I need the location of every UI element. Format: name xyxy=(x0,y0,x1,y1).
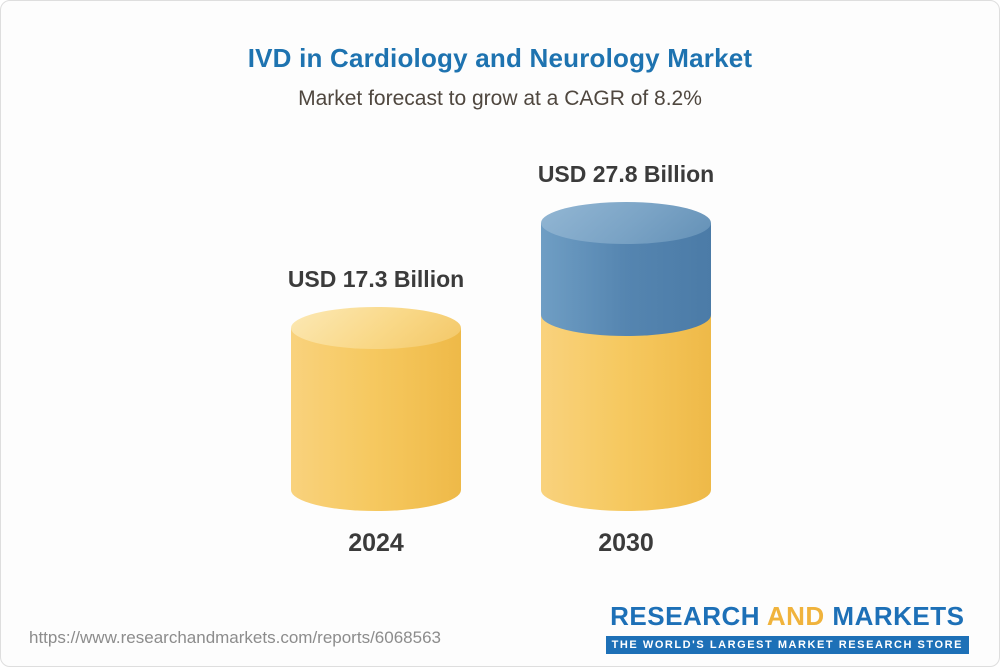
cylinder-2024-top xyxy=(291,307,461,349)
logo-wordmark: RESEARCH AND MARKETS xyxy=(606,601,969,632)
cylinder-bar-2030 xyxy=(541,202,711,511)
chart-title: IVD in Cardiology and Neurology Market xyxy=(247,43,753,73)
axis-label-2024: 2024 xyxy=(348,529,404,557)
source-url: https://www.researchandmarkets.com/repor… xyxy=(29,628,441,647)
value-label-2030: USD 27.8 Billion xyxy=(537,161,715,187)
logo-word-markets: MARKETS xyxy=(832,601,965,631)
logo-word-research: RESEARCH xyxy=(610,601,761,631)
logo-tagline: THE WORLD'S LARGEST MARKET RESEARCH STOR… xyxy=(605,636,969,654)
cylinder-2030-top xyxy=(541,202,711,244)
bar-group-2024: USD 17.3 Billion 2024 xyxy=(287,266,465,557)
value-label-2024: USD 17.3 Billion xyxy=(287,266,465,292)
axis-label-2030: 2030 xyxy=(598,529,654,557)
cylinder-bar-2024 xyxy=(291,307,461,511)
logo-word-and: AND xyxy=(766,601,825,631)
chart-subtitle: Market forecast to grow at a CAGR of 8.2… xyxy=(298,87,702,110)
research-and-markets-logo: RESEARCH AND MARKETS THE WORLD'S LARGEST… xyxy=(605,601,969,654)
chart-header: IVD in Cardiology and Neurology Market M… xyxy=(1,1,999,111)
bar-group-2030: USD 27.8 Billion 2030 xyxy=(537,161,715,557)
cylinder-2024-body xyxy=(291,328,461,511)
cylinder-2030-base-segment xyxy=(541,315,711,511)
